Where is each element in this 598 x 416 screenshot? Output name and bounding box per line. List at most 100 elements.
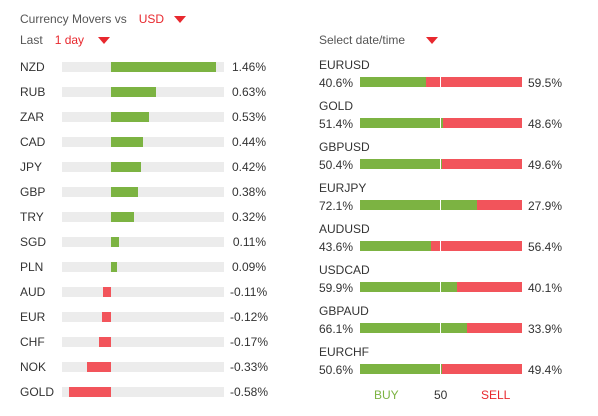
sell-percent: 27.9% [527, 199, 562, 213]
sell-percent: 33.9% [527, 322, 562, 336]
mover-value: 0.09% [231, 260, 266, 274]
mover-row: NZD 1.46% [0, 60, 280, 85]
buy-fill [360, 323, 468, 333]
currency-code: GBP [20, 185, 46, 199]
currency-code: PLN [20, 260, 44, 274]
mover-row: PLN 0.09% [0, 260, 280, 285]
buy-fill [360, 241, 431, 251]
sentiment-bar [360, 282, 522, 292]
mover-bar [99, 337, 111, 347]
currency-code: CHF [20, 335, 45, 349]
pair-name[interactable]: EURJPY [319, 181, 367, 195]
mover-track [62, 337, 224, 347]
buy-fill [360, 118, 444, 128]
legend-sell: SELL [481, 388, 511, 402]
period-label: Last [20, 33, 43, 47]
mover-bar [69, 387, 111, 397]
base-currency-value[interactable]: USD [138, 12, 165, 26]
currency-code: CAD [20, 135, 46, 149]
mover-row: ZAR 0.53% [0, 110, 280, 135]
date-selector[interactable]: Select date/time [319, 33, 439, 47]
mover-bar [111, 237, 119, 247]
mover-track [62, 237, 224, 247]
buy-percent: 66.1% [319, 322, 354, 336]
chevron-down-icon[interactable] [174, 15, 187, 23]
movers-title: Currency Movers vs [20, 12, 127, 26]
mover-row: CAD 0.44% [0, 135, 280, 160]
sentiment-row[interactable]: GBPUSD 50.4% 49.6% [319, 140, 569, 181]
mover-track [62, 112, 224, 122]
mover-row: AUD -0.11% [0, 285, 280, 310]
currency-code: JPY [20, 160, 43, 174]
sell-percent: 49.4% [527, 363, 562, 377]
sentiment-row[interactable]: EURJPY 72.1% 27.9% [319, 181, 569, 222]
mover-value: 0.32% [231, 210, 266, 224]
sentiment-row[interactable]: AUDUSD 43.6% 56.4% [319, 222, 569, 263]
mover-track [62, 212, 224, 222]
mover-track [62, 287, 224, 297]
chevron-down-icon[interactable] [98, 36, 111, 44]
mover-value: 0.53% [231, 110, 266, 124]
mover-bar [111, 262, 117, 272]
sentiment-row[interactable]: USDCAD 59.9% 40.1% [319, 263, 569, 304]
currency-code: TRY [20, 210, 44, 224]
sentiment-bar [360, 159, 522, 169]
buy-percent: 50.4% [319, 158, 354, 172]
sentiment-row[interactable]: EURUSD 40.6% 59.5% [319, 58, 569, 99]
mover-bar [111, 62, 216, 72]
buy-fill [360, 77, 426, 87]
mover-value: -0.17% [230, 335, 269, 349]
pair-name[interactable]: EURCHF [319, 345, 369, 359]
buy-fill [360, 159, 442, 169]
mover-bar [111, 137, 143, 147]
midpoint-marker [440, 200, 441, 210]
pair-name[interactable]: GOLD [319, 99, 354, 113]
mover-row: EUR -0.12% [0, 310, 280, 335]
mover-value: -0.11% [230, 285, 268, 299]
mover-value: -0.12% [230, 310, 269, 324]
sentiment-bar [360, 118, 522, 128]
sentiment-row[interactable]: GBPAUD 66.1% 33.9% [319, 304, 569, 345]
mover-track [62, 187, 224, 197]
period-selector[interactable]: Last 1 day [20, 33, 111, 47]
pair-name[interactable]: USDCAD [319, 263, 370, 277]
date-label[interactable]: Select date/time [319, 33, 406, 47]
mover-row: JPY 0.42% [0, 160, 280, 185]
sentiment-bar [360, 241, 522, 251]
sentiment-bar [360, 77, 522, 87]
chevron-down-icon[interactable] [426, 36, 439, 44]
buy-percent: 72.1% [319, 199, 354, 213]
buy-fill [360, 282, 458, 292]
mover-row: CHF -0.17% [0, 335, 280, 360]
sentiment-row[interactable]: GOLD 51.4% 48.6% [319, 99, 569, 140]
mover-bar [111, 187, 138, 197]
midpoint-marker [440, 364, 441, 374]
midpoint-marker [440, 77, 441, 87]
buy-fill [360, 200, 477, 210]
currency-code: EUR [20, 310, 46, 324]
pair-name[interactable]: GBPAUD [319, 304, 369, 318]
pair-name[interactable]: EURUSD [319, 58, 370, 72]
sentiment-row[interactable]: EURCHF 50.6% 49.4% [319, 345, 569, 386]
currency-code: NZD [20, 60, 45, 74]
mover-value: 0.42% [231, 160, 266, 174]
mover-row: GOLD -0.58% [0, 385, 280, 410]
mover-value: 0.44% [231, 135, 266, 149]
midpoint-marker [440, 118, 441, 128]
mover-bar [111, 112, 149, 122]
mover-bar [102, 312, 111, 322]
buy-fill [360, 364, 442, 374]
pair-name[interactable]: GBPUSD [319, 140, 370, 154]
mover-row: NOK -0.33% [0, 360, 280, 385]
period-value[interactable]: 1 day [54, 33, 85, 47]
mover-track [62, 162, 224, 172]
pair-name[interactable]: AUDUSD [319, 222, 370, 236]
mover-value: 0.63% [231, 85, 266, 99]
sentiment-bar [360, 323, 522, 333]
mover-bar [87, 362, 111, 372]
base-currency-selector[interactable]: Currency Movers vs USD [20, 12, 187, 26]
currency-code: GOLD [20, 385, 55, 399]
mover-value: 0.38% [231, 185, 266, 199]
legend-buy: BUY [374, 388, 399, 402]
midpoint-marker [440, 241, 441, 251]
